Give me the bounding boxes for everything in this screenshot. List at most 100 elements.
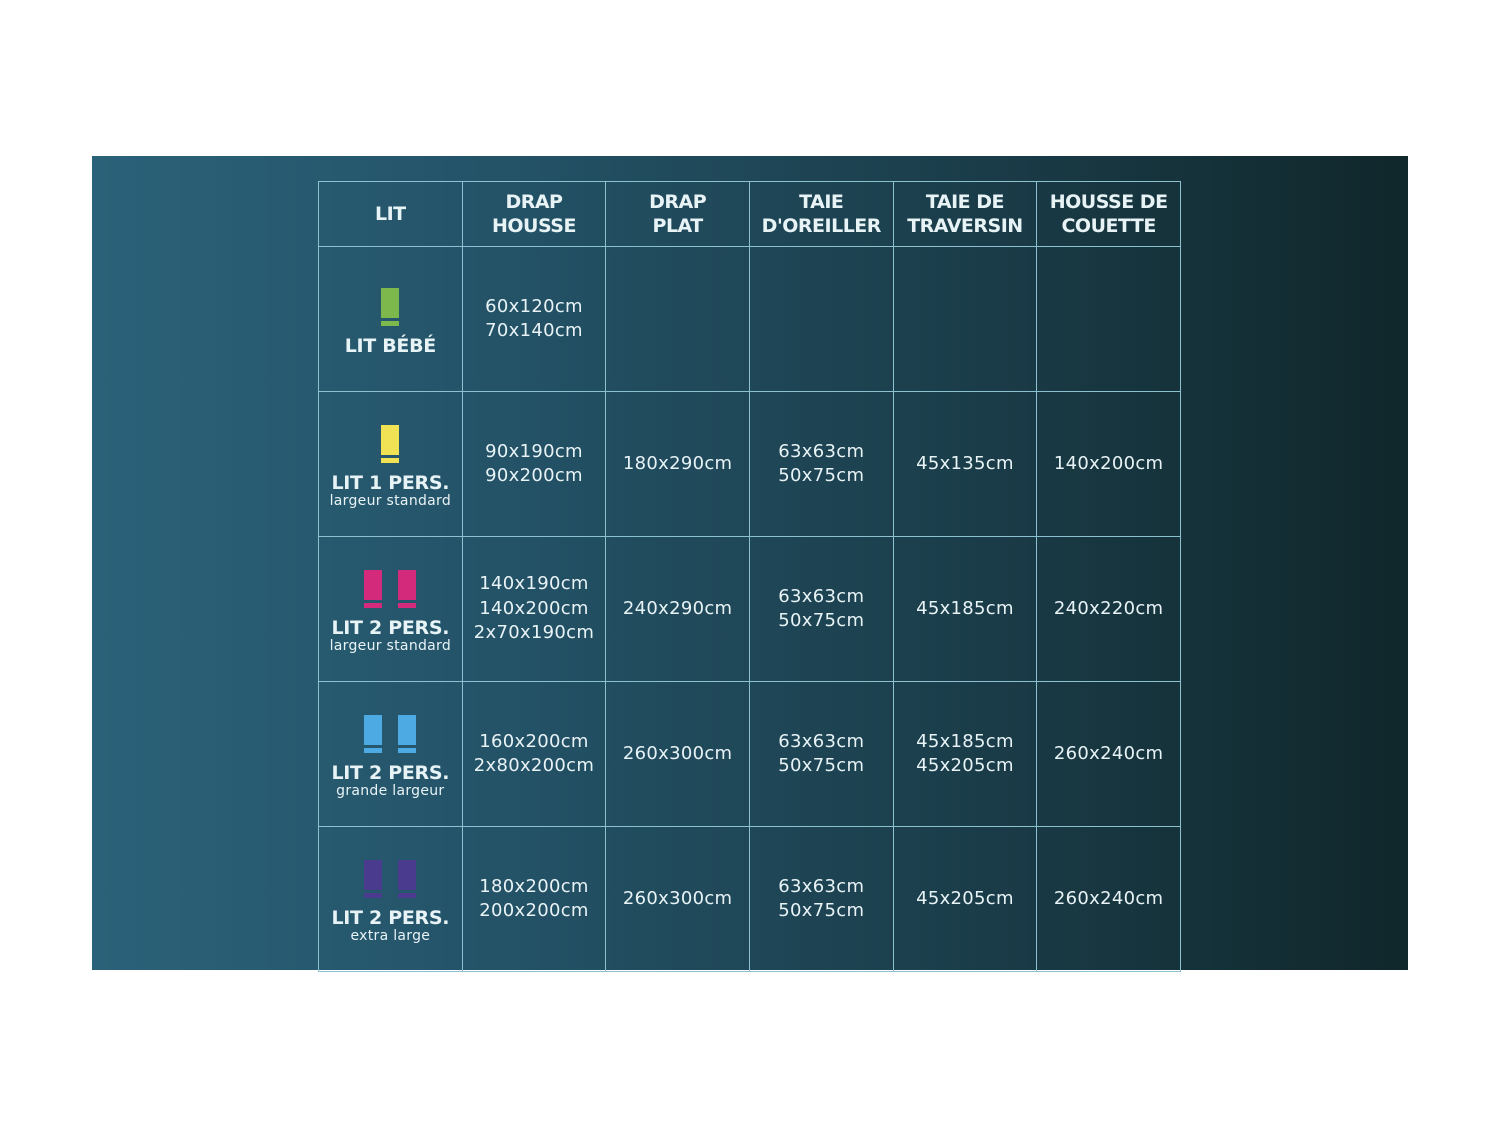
- size-value: 180x200cm: [479, 875, 589, 897]
- bed-subtitle: extra large: [350, 928, 431, 944]
- bed-icon: [398, 715, 417, 753]
- size-cell: 160x200cm 2x80x200cm: [461, 681, 607, 827]
- bed-mattress: [398, 860, 417, 890]
- column-header: LIT: [318, 181, 463, 247]
- size-cell: 180x200cm 200x200cm: [461, 826, 607, 972]
- size-cell: 90x190cm 90x200cm: [461, 391, 607, 537]
- size-cell: 240x220cm: [1036, 536, 1181, 682]
- header-row: LIT DRAP HOUSSE DRAP PLAT TAIE D'OREILLER TAIE …: [318, 181, 1181, 247]
- table-row: LIT 2 PERS. grande largeur 160x200cm 2x80x2…: [318, 681, 1181, 827]
- size-value: 45x205cm: [916, 755, 1014, 776]
- size-value: 2x80x200cm: [473, 755, 595, 776]
- double-bed-icon: [319, 570, 462, 608]
- size-value: 180x290cm: [622, 452, 733, 474]
- table-row: LIT 1 PERS. largeur standard 90x190cm 90x20…: [318, 391, 1181, 537]
- size-cell: 63x63cm 50x75cm: [748, 391, 894, 537]
- table-row: LIT 2 PERS. extra large 180x200cm 200x200cm…: [318, 826, 1181, 972]
- size-value: 90x200cm: [485, 465, 583, 486]
- size-cell: 45x205cm: [892, 826, 1038, 972]
- size-chart-panel: LIT DRAP HOUSSE DRAP PLAT TAIE D'OREILLER TAIE …: [92, 156, 1408, 972]
- size-value: 63x63cm: [778, 730, 865, 752]
- bed-base: [381, 321, 400, 326]
- bed-type-cell: LIT 2 PERS. grande largeur: [318, 681, 463, 827]
- size-value: 140x190cm: [479, 573, 589, 595]
- bed-type-cell: LIT 2 PERS. largeur standard: [318, 536, 463, 682]
- size-cell: 260x300cm: [605, 681, 750, 827]
- bed-icon: [398, 570, 417, 608]
- bed-name: LIT 2 PERS.: [331, 907, 450, 929]
- bed-icon: [381, 288, 400, 326]
- bed-icon: [364, 715, 383, 753]
- size-cell: 63x63cm 50x75cm: [748, 826, 894, 972]
- header-text: HOUSSE DE: [1049, 191, 1168, 213]
- single-bed-icon: [319, 288, 462, 326]
- bed-name: LIT 2 PERS.: [331, 762, 450, 784]
- size-cell: 45x185cm: [892, 536, 1038, 682]
- bed-mattress: [398, 715, 417, 745]
- header-text: TAIE: [799, 191, 844, 213]
- size-value: 140x200cm: [1053, 452, 1164, 474]
- table-row: LIT 2 PERS. largeur standard 140x190cm 140x…: [318, 536, 1181, 682]
- size-value: 2x70x190cm: [473, 622, 595, 644]
- header-text: TAIE DE: [925, 191, 1005, 213]
- size-cell: 260x240cm: [1036, 826, 1181, 972]
- double-bed-icon: [319, 860, 462, 898]
- size-value: 70x140cm: [485, 320, 583, 341]
- bed-subtitle: grande largeur: [336, 783, 445, 799]
- column-header: DRAP PLAT: [605, 181, 750, 247]
- bed-icon: [398, 860, 417, 898]
- size-value: 50x75cm: [778, 465, 865, 486]
- bed-mattress: [364, 715, 383, 745]
- size-value: 260x300cm: [622, 742, 733, 764]
- header-text: COUETTE: [1061, 215, 1156, 237]
- bed-name: LIT 1 PERS.: [331, 472, 450, 494]
- bed-type-cell: LIT 2 PERS. extra large: [318, 826, 463, 972]
- header-text: DRAP: [505, 191, 563, 213]
- size-value: 240x220cm: [1053, 597, 1164, 619]
- size-value: 140x200cm: [479, 597, 589, 619]
- size-value: 90x190cm: [485, 440, 583, 462]
- bed-base: [398, 893, 417, 898]
- bed-base: [381, 458, 400, 463]
- size-cell: 180x290cm: [605, 391, 750, 537]
- size-value: 45x135cm: [916, 452, 1014, 474]
- size-value: 160x200cm: [479, 730, 589, 752]
- size-value: 260x300cm: [622, 887, 733, 909]
- size-value: 50x75cm: [778, 755, 865, 776]
- size-cell: 63x63cm 50x75cm: [748, 681, 894, 827]
- size-cell: 260x300cm: [605, 826, 750, 972]
- bed-mattress: [364, 860, 383, 890]
- bed-mattress: [381, 288, 400, 318]
- column-header: TAIE D'OREILLER: [748, 181, 894, 247]
- double-bed-icon: [319, 715, 462, 753]
- size-cell: 260x240cm: [1036, 681, 1181, 827]
- column-header: TAIE DE TRAVERSIN: [892, 181, 1038, 247]
- size-cell: 240x290cm: [605, 536, 750, 682]
- size-value: 45x185cm: [916, 730, 1014, 752]
- header-text: HOUSSE: [491, 215, 576, 237]
- bed-subtitle: largeur standard: [329, 493, 452, 509]
- size-value: 45x185cm: [916, 597, 1014, 619]
- header-text: LIT: [375, 203, 406, 225]
- size-value: 50x75cm: [778, 900, 865, 921]
- size-value: 63x63cm: [778, 875, 865, 897]
- bed-type-cell: LIT BÉBÉ: [318, 246, 463, 392]
- bed-base: [364, 603, 383, 608]
- size-cell: 45x135cm: [892, 391, 1038, 537]
- size-cell: 140x190cm 140x200cm 2x70x190cm: [461, 536, 607, 682]
- bed-mattress: [364, 570, 383, 600]
- column-header: HOUSSE DE COUETTE: [1036, 181, 1181, 247]
- bedding-size-table: LIT DRAP HOUSSE DRAP PLAT TAIE D'OREILLER TAIE …: [318, 181, 1181, 972]
- bed-base: [398, 748, 417, 753]
- size-cell: 63x63cm 50x75cm: [748, 536, 894, 682]
- bed-icon: [364, 860, 383, 898]
- header-text: D'OREILLER: [761, 215, 882, 237]
- size-value: 63x63cm: [778, 440, 865, 462]
- size-cell: [1036, 246, 1181, 392]
- bed-name: LIT 2 PERS.: [331, 617, 450, 639]
- header-text: PLAT: [652, 215, 704, 237]
- size-value: 200x200cm: [479, 900, 589, 921]
- bed-mattress: [398, 570, 417, 600]
- bed-name: LIT BÉBÉ: [344, 335, 437, 357]
- size-cell: 60x120cm 70x140cm: [461, 246, 607, 392]
